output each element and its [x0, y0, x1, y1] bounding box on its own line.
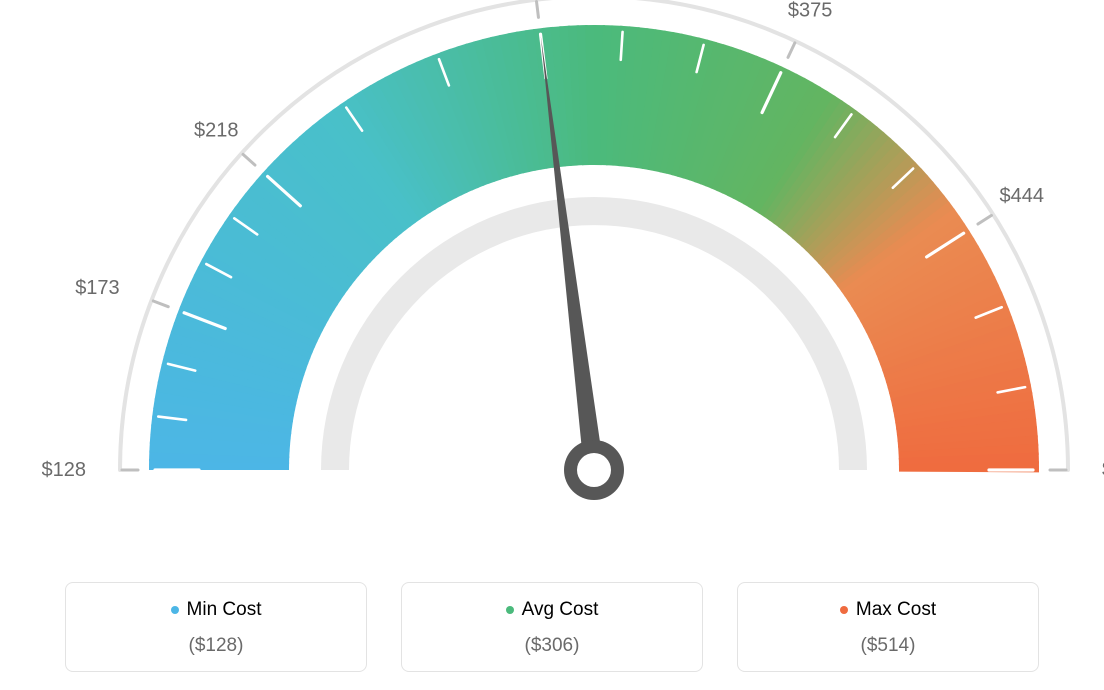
legend-dot-avg	[506, 606, 514, 614]
legend-title-min: Min Cost	[171, 599, 262, 621]
legend-dot-max	[840, 606, 848, 614]
legend-card-min: Min Cost ($128)	[65, 582, 367, 672]
legend-card-max: Max Cost ($514)	[737, 582, 1039, 672]
gauge-chart-container: $128$173$218$306$375$444$514 Min Cost ($…	[0, 0, 1104, 690]
legend-label-min: Min Cost	[187, 599, 262, 621]
legend-row: Min Cost ($128) Avg Cost ($306) Max Cost…	[0, 582, 1104, 672]
legend-value-min: ($128)	[66, 635, 366, 657]
legend-value-avg: ($306)	[402, 635, 702, 657]
gauge-svg: $128$173$218$306$375$444$514	[42, 0, 1104, 560]
tick-label: $173	[75, 277, 120, 299]
legend-title-avg: Avg Cost	[506, 599, 599, 621]
tick-label: $218	[194, 119, 239, 141]
legend-card-avg: Avg Cost ($306)	[401, 582, 703, 672]
tick-label: $444	[1000, 185, 1045, 207]
legend-label-avg: Avg Cost	[522, 599, 599, 621]
tick-label: $128	[42, 459, 86, 481]
gauge-area: $128$173$218$306$375$444$514	[42, 0, 1062, 550]
legend-dot-min	[171, 606, 179, 614]
legend-label-max: Max Cost	[856, 599, 936, 621]
legend-value-max: ($514)	[738, 635, 1038, 657]
legend-title-max: Max Cost	[840, 599, 936, 621]
tick-label: $375	[788, 0, 833, 21]
